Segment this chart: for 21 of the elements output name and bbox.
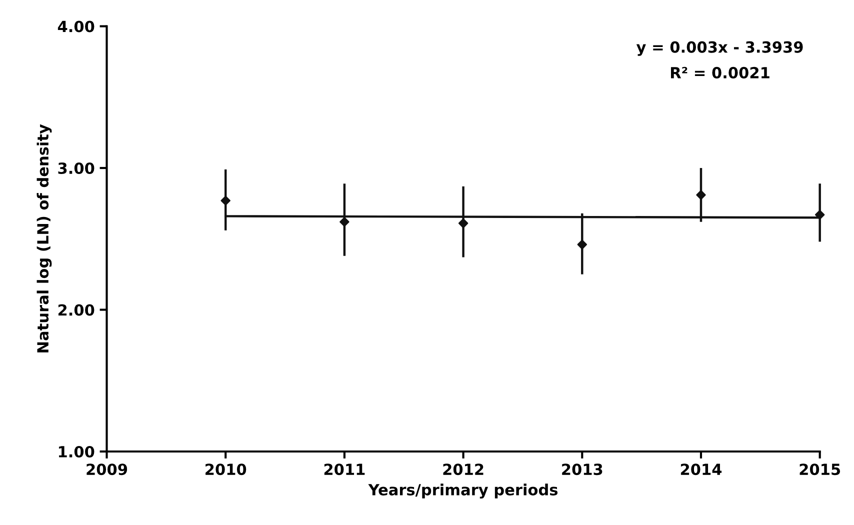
point <box>220 196 230 206</box>
point <box>458 218 468 228</box>
y-axis-title: Natural log (LN) of density <box>36 124 52 352</box>
x-tick-label: 2012 <box>443 464 484 476</box>
x-tick-label: 2015 <box>800 464 840 476</box>
point <box>696 190 706 200</box>
y-tick-label: 1.00 <box>58 446 94 458</box>
x-tick-label: 2009 <box>86 464 128 476</box>
x-tick-label: 2011 <box>324 464 365 476</box>
annotation: R² = 0.0021 <box>670 66 770 78</box>
annotation: y = 0.003x - 3.3939 <box>636 41 803 56</box>
point <box>577 240 588 250</box>
y-tick-label: 4.00 <box>58 20 94 32</box>
x-tick-label: 2013 <box>562 464 602 476</box>
y-tick-label: 3.00 <box>58 162 94 174</box>
y-tick-label: 2.00 <box>58 304 94 316</box>
x-tick-label: 2010 <box>206 464 246 476</box>
x-tick-label: 2014 <box>680 464 722 476</box>
point <box>814 210 825 220</box>
x-axis-title: Years/primary periods <box>368 484 558 499</box>
point <box>340 217 350 227</box>
